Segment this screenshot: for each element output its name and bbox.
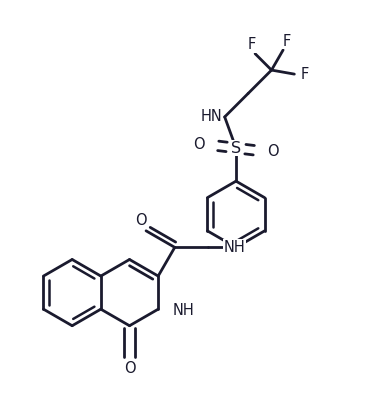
Text: F: F (248, 37, 256, 52)
Text: NH: NH (223, 240, 245, 255)
Text: O: O (136, 213, 147, 228)
Text: S: S (231, 141, 241, 156)
Text: F: F (300, 67, 309, 82)
Text: O: O (194, 137, 205, 152)
Text: HN: HN (200, 109, 222, 124)
Text: F: F (282, 34, 290, 49)
Text: O: O (267, 144, 278, 159)
Text: O: O (124, 362, 135, 377)
Text: NH: NH (172, 303, 194, 318)
